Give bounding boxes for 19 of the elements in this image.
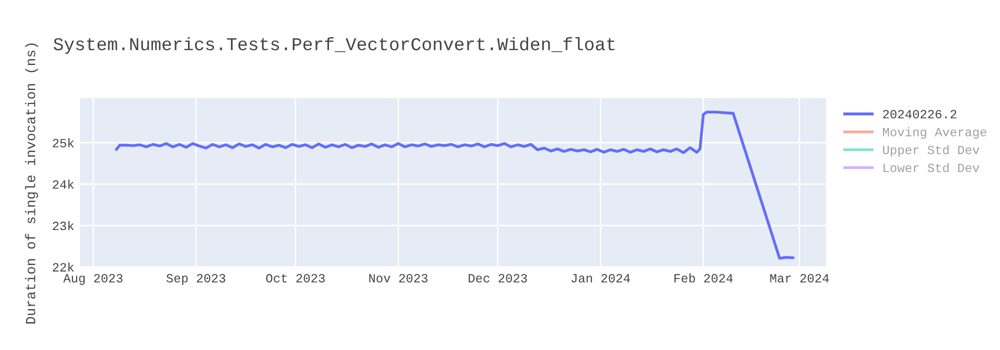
chart-title: System.Numerics.Tests.Perf_VectorConvert.Widen_float [54,37,615,54]
x-tick-label: Mar 2024 [770,274,829,282]
y-tick-label: 22k [52,262,74,272]
x-tick-label: Dec 2023 [468,274,527,282]
x-tick-label: Oct 2023 [266,274,325,282]
y-axis-title: Duration of single invocation (ns) [25,44,38,324]
x-tick-label: Nov 2023 [369,274,428,282]
y-tick-label: 25k [52,138,74,148]
x-tick-label: Feb 2024 [674,273,733,282]
legend-label: 20240226.2 [883,110,956,118]
legend-label: Lower Std Dev [884,162,980,172]
legend-label: Upper Std Dev [883,145,980,157]
y-tick-label: 23k [52,220,74,230]
line-series [115,110,794,260]
y-tick-label: 24k [52,180,74,189]
x-tick-label: Aug 2023 [63,274,122,285]
x-tick-label: Sep 2023 [166,274,226,285]
x-tick-label: Jan 2024 [572,274,630,282]
legend-label: Moving Average [882,127,986,139]
